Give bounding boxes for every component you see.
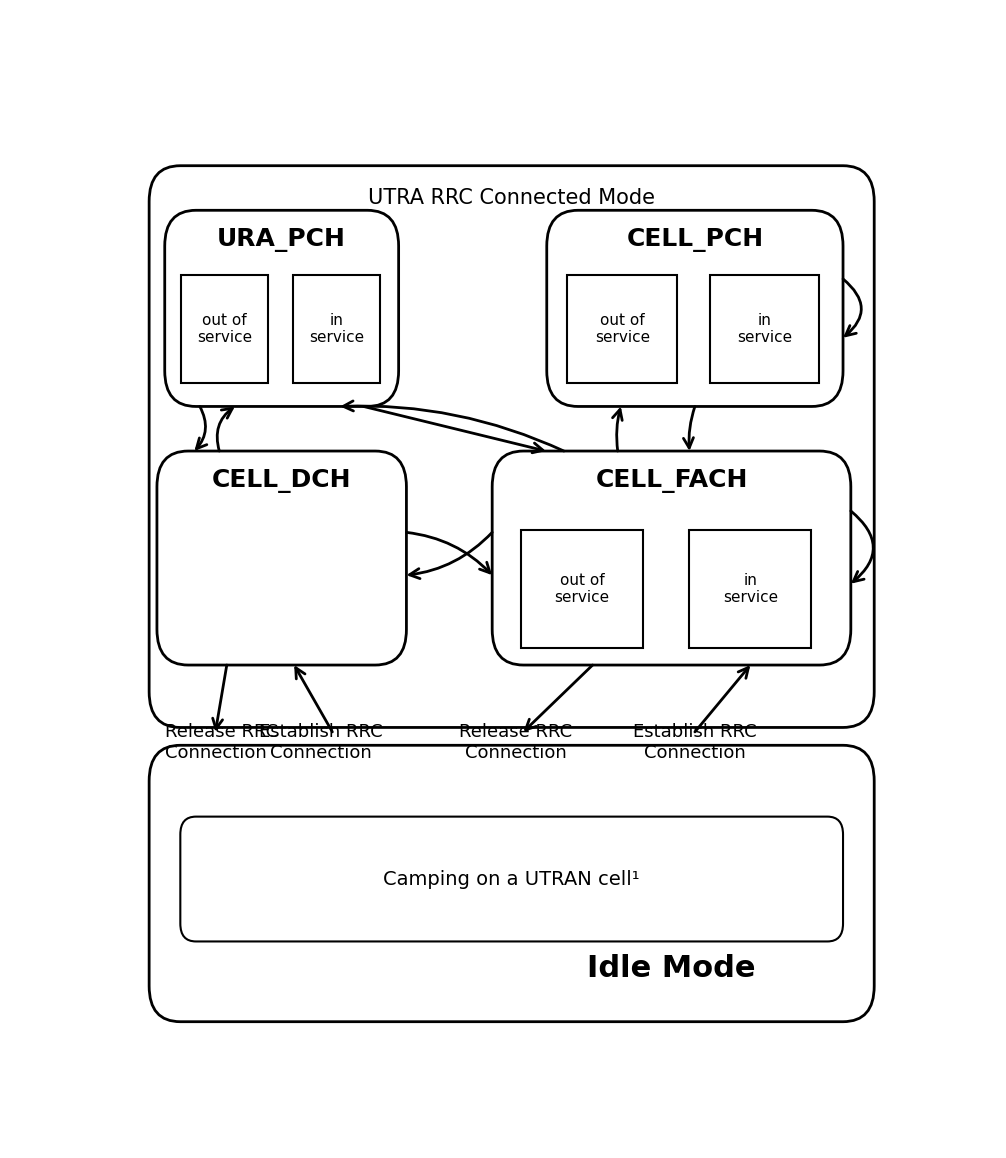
Text: in
service: in service <box>737 313 792 345</box>
Text: Establish RRC
Connection: Establish RRC Connection <box>633 723 757 762</box>
FancyBboxPatch shape <box>546 211 843 406</box>
Text: CELL_PCH: CELL_PCH <box>627 228 764 252</box>
Text: out of
service: out of service <box>595 313 650 345</box>
Text: UTRA RRC Connected Mode: UTRA RRC Connected Mode <box>368 188 655 208</box>
Text: in
service: in service <box>723 573 778 606</box>
Bar <box>567 276 677 383</box>
Bar <box>294 276 380 383</box>
Text: Release RRC
Connection: Release RRC Connection <box>165 723 278 762</box>
Text: CELL_DCH: CELL_DCH <box>212 469 351 493</box>
Text: in
service: in service <box>309 313 364 345</box>
Bar <box>709 276 819 383</box>
Text: URA_PCH: URA_PCH <box>217 228 346 252</box>
Text: Idle Mode: Idle Mode <box>586 954 756 983</box>
Text: out of
service: out of service <box>197 313 252 345</box>
FancyBboxPatch shape <box>165 211 398 406</box>
FancyBboxPatch shape <box>492 452 851 665</box>
FancyBboxPatch shape <box>149 746 874 1021</box>
FancyBboxPatch shape <box>149 166 874 727</box>
Bar <box>689 530 812 648</box>
Text: CELL_FACH: CELL_FACH <box>596 469 747 493</box>
Text: Establish RRC
Connection: Establish RRC Connection <box>259 723 382 762</box>
Text: Camping on a UTRAN cell¹: Camping on a UTRAN cell¹ <box>383 870 640 888</box>
Text: out of
service: out of service <box>554 573 610 606</box>
FancyBboxPatch shape <box>180 816 843 941</box>
Bar <box>521 530 643 648</box>
FancyBboxPatch shape <box>157 452 406 665</box>
Bar <box>181 276 268 383</box>
Text: Release RRC
Connection: Release RRC Connection <box>459 723 572 762</box>
